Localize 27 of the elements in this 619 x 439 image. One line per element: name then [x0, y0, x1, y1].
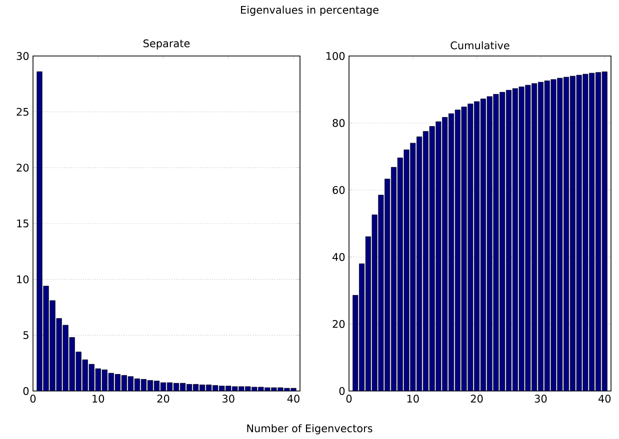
chart-title: Cumulative: [450, 41, 510, 50]
y-tick-label: 100: [326, 52, 345, 60]
x-tick-label: 0: [346, 394, 352, 403]
x-tick-label: 0: [30, 394, 36, 403]
y-tick-label: 80: [332, 119, 345, 127]
x-tick-label: 30: [222, 394, 234, 403]
y-tick-label: 5: [23, 331, 28, 340]
x-tick-label: 10: [407, 394, 419, 403]
y-tick-label: 15: [17, 220, 28, 228]
x-tick-label: 40: [598, 394, 611, 403]
x-tick-label: 20: [470, 394, 483, 403]
y-tick-label: 10: [17, 275, 29, 284]
y-tick-label: 20: [332, 320, 345, 328]
y-tick-label: 30: [16, 52, 29, 60]
text: Eigenvalues in percentage: [241, 6, 378, 16]
y-tick-label: 40: [332, 253, 345, 261]
x-tick-label: 10: [92, 394, 104, 403]
y-tick-label: 0: [339, 387, 345, 395]
x-tick-label: 20: [157, 394, 170, 403]
y-tick-label: 20: [16, 164, 29, 172]
y-tick-label: 60: [332, 186, 345, 194]
y-tick-label: 25: [16, 108, 28, 116]
chart-title: Separate: [144, 39, 190, 50]
x-axis-title: Number of Eigenvectors: [247, 424, 372, 434]
x-tick-label: 40: [287, 394, 300, 403]
y-tick-label: 0: [23, 387, 29, 395]
x-tick-label: 30: [534, 394, 547, 403]
